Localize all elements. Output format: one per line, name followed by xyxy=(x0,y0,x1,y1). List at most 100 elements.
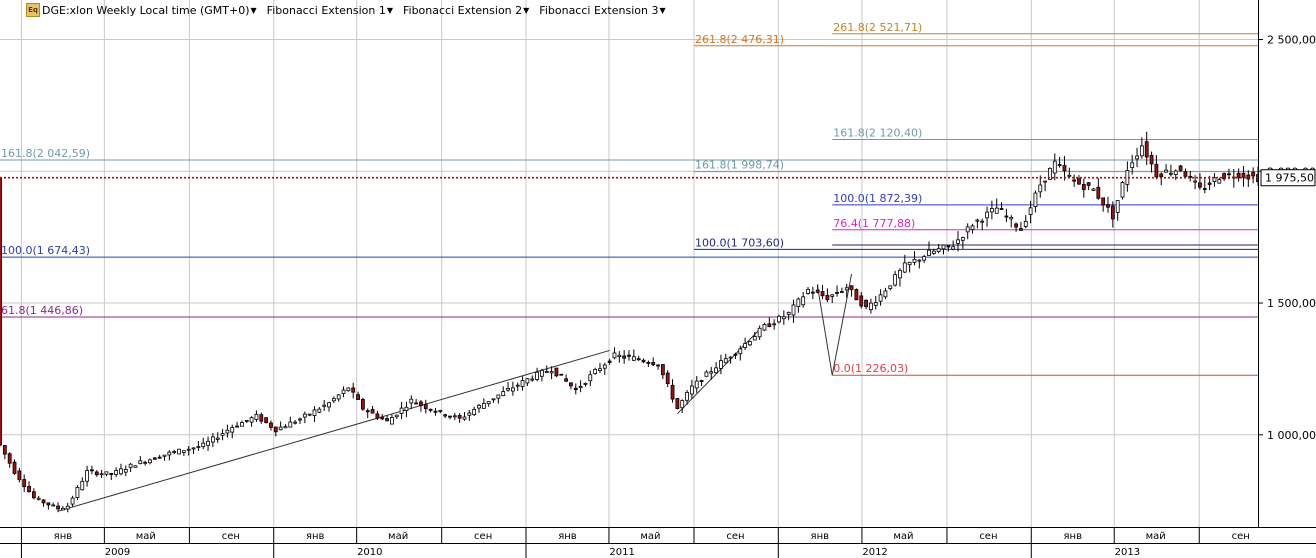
candle-body xyxy=(1164,169,1168,173)
candle-body xyxy=(1028,207,1033,215)
candle-body xyxy=(1120,182,1125,198)
month-tick-label: сен xyxy=(222,531,240,542)
candle-body xyxy=(607,360,612,363)
price-tick-label: 2 500,00 xyxy=(1267,34,1316,47)
study-menu-fib-1[interactable]: Fibonacci Extension 1 ▼ xyxy=(267,4,393,17)
candle-body xyxy=(636,358,641,361)
candle-body xyxy=(1207,182,1212,185)
candle-body xyxy=(1043,180,1048,183)
month-tick-label: май xyxy=(640,531,660,542)
price-tick-label: 1 500,00 xyxy=(1267,297,1316,310)
candle-body xyxy=(99,473,104,476)
year-tick-label: 2011 xyxy=(609,547,634,558)
candle-body xyxy=(578,386,583,388)
candle-body xyxy=(738,348,743,355)
candle-body xyxy=(385,418,389,422)
chevron-down-icon: ▼ xyxy=(386,6,393,15)
fib-level-label: 161.8(1 998,74) xyxy=(695,159,784,172)
candle-body xyxy=(854,289,859,301)
candle-body xyxy=(317,408,322,413)
candle-body xyxy=(1106,204,1110,208)
candle-body xyxy=(472,409,477,416)
candle-body xyxy=(810,291,815,294)
candle-body xyxy=(1130,162,1135,168)
study-menu-fib-3[interactable]: Fibonacci Extension 3 ▼ xyxy=(539,4,665,17)
candle-body xyxy=(912,258,917,263)
candle-body xyxy=(733,353,738,356)
candle-body xyxy=(965,226,970,233)
candle-body xyxy=(1014,223,1018,228)
candle-body xyxy=(298,418,302,421)
candle-body xyxy=(956,239,960,244)
candle-body xyxy=(1033,192,1038,207)
candle-body xyxy=(1072,179,1077,182)
chevron-down-icon: ▼ xyxy=(659,6,666,15)
candle-body xyxy=(825,294,830,301)
candle-body xyxy=(210,436,215,443)
candle-body xyxy=(370,409,375,414)
candle-body xyxy=(312,409,317,416)
candle-body xyxy=(748,341,752,346)
candle-body xyxy=(307,413,312,416)
candle-body xyxy=(119,468,123,475)
candle-body xyxy=(970,225,975,230)
candle-body xyxy=(109,473,114,475)
candle-body xyxy=(772,323,777,326)
candle-body xyxy=(423,403,428,410)
year-tick-label: 2010 xyxy=(357,547,382,558)
candle-body xyxy=(1091,188,1096,191)
candle-body xyxy=(61,507,65,511)
candle-body xyxy=(331,398,336,402)
candle-body xyxy=(709,371,714,374)
candle-body xyxy=(278,426,283,431)
candle-body xyxy=(1067,174,1072,177)
candle-body xyxy=(530,378,535,381)
candle-body xyxy=(1139,145,1144,157)
candle-body xyxy=(540,369,544,377)
candle-body xyxy=(27,485,31,493)
study-menu-fib-2[interactable]: Fibonacci Extension 2 ▼ xyxy=(403,4,529,17)
candle-body xyxy=(878,294,883,302)
candle-body xyxy=(36,497,41,500)
fib-level-label: 261.8(2 476,31) xyxy=(695,33,784,46)
candle-body xyxy=(443,414,448,417)
candle-body xyxy=(2,445,7,455)
symbol-menu[interactable]: DGE:xlon Weekly Local time (GMT+0) ▼ xyxy=(42,4,257,17)
candle-body xyxy=(1135,155,1139,160)
study-label: Fibonacci Extension 1 xyxy=(266,4,386,17)
time-axis[interactable]: янв май сен янв май сен янв май сен янв май сен янв м… xyxy=(0,527,1316,558)
candle-body xyxy=(215,437,220,440)
candle-body xyxy=(510,387,515,392)
candle-body xyxy=(152,457,157,460)
chevron-down-icon: ▼ xyxy=(523,6,530,15)
candle-body xyxy=(414,402,419,405)
candle-body xyxy=(70,497,75,505)
candle-body xyxy=(1077,178,1081,185)
candle-body xyxy=(65,505,70,510)
candle-body xyxy=(922,256,927,261)
candle-body xyxy=(849,285,854,291)
candle-body xyxy=(481,402,486,409)
candle-body xyxy=(946,245,951,248)
candle-body xyxy=(302,413,307,418)
candle-body xyxy=(46,502,51,506)
candle-body xyxy=(191,447,196,450)
candle-body xyxy=(714,367,718,374)
price-axis[interactable]: 1 000,001 500,002 000,002 500,001 975,50 xyxy=(1258,0,1316,558)
candle-body xyxy=(75,487,80,499)
chart-toolbar: DGE:xlon Weekly Local time (GMT+0) ▼ Fib… xyxy=(26,3,666,18)
candle-body xyxy=(85,470,89,482)
candle-body xyxy=(781,316,786,320)
candle-body xyxy=(428,408,433,411)
candle-body xyxy=(1057,164,1062,166)
candle-body xyxy=(1144,141,1149,158)
candle-body xyxy=(448,415,452,418)
candle-body xyxy=(1062,165,1067,172)
candle-body xyxy=(341,389,346,394)
year-tick-label: 2012 xyxy=(862,547,887,558)
candle-body xyxy=(936,248,941,252)
month-tick-label: май xyxy=(893,531,913,542)
equity-icon: Eq xyxy=(26,3,40,17)
candle-body xyxy=(1178,165,1183,171)
